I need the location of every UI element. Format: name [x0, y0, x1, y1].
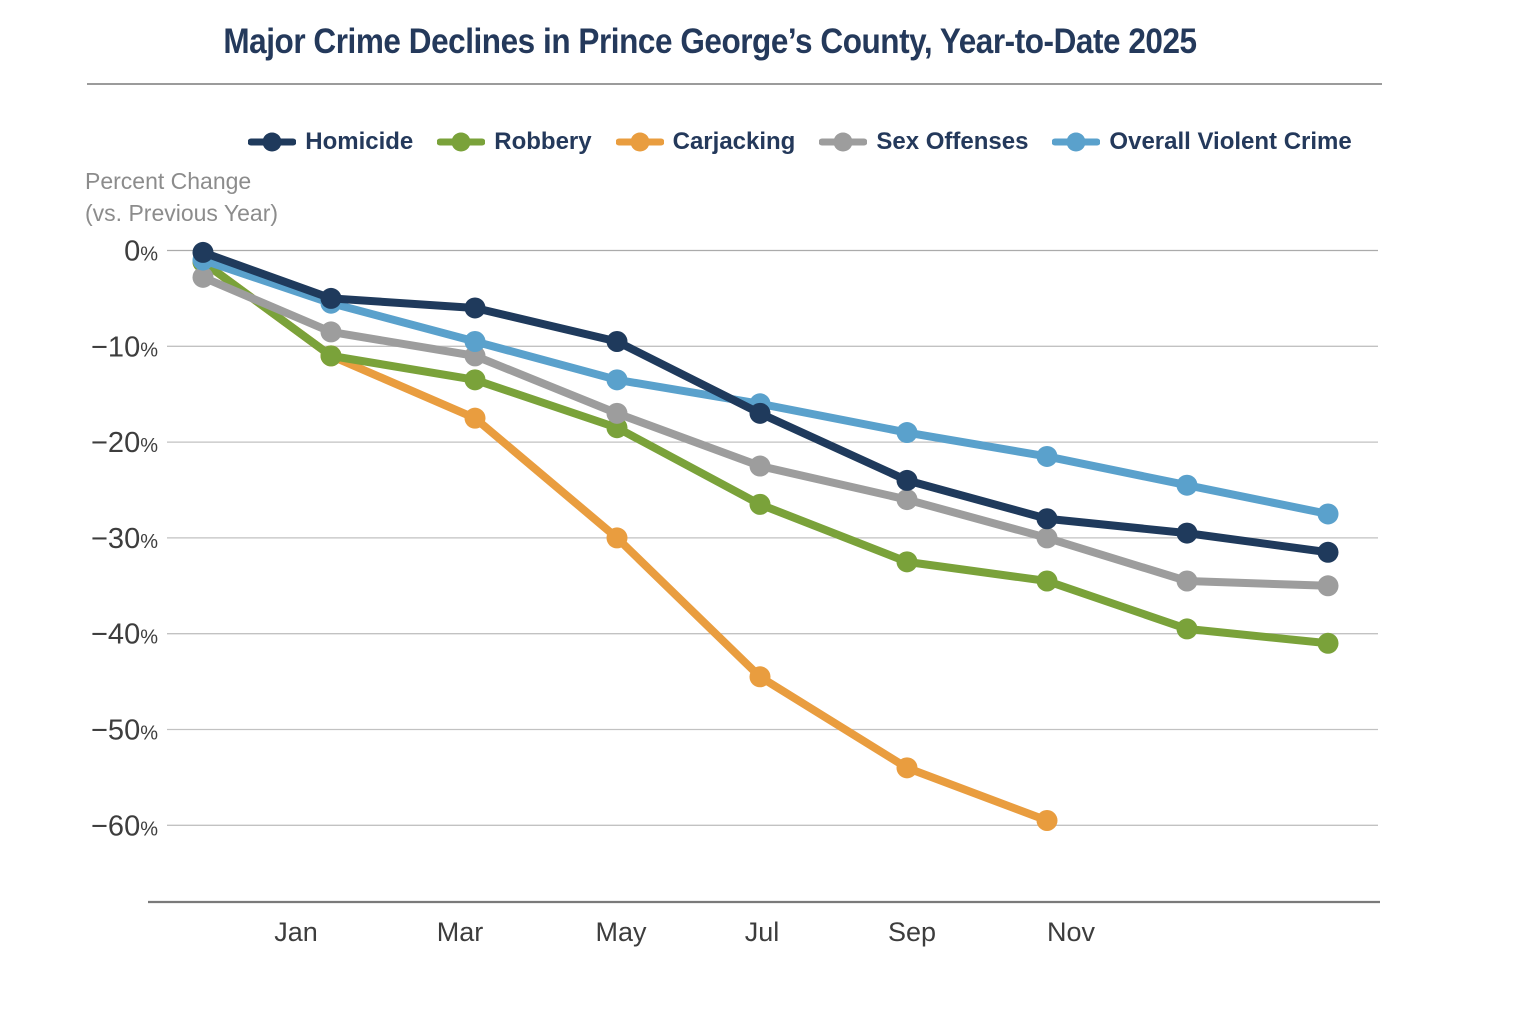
legend-label-sex-offenses: Sex Offenses	[876, 128, 1029, 155]
data-point-homicide	[749, 402, 771, 424]
data-point-sex-offenses	[464, 345, 486, 367]
data-point-sex-offenses	[896, 489, 918, 511]
data-point-carjacking	[606, 527, 628, 549]
data-point-carjacking	[464, 407, 486, 429]
legend: Homicide Robbery Carjacking Sex Offenses Ove…	[64, 128, 1536, 156]
data-point-overall-violent-crime	[464, 331, 486, 353]
legend-item-overall-violent-crime: Overall Violent Crime	[1052, 128, 1352, 156]
x-tick-labels: Jan Mar May Jul Sep Nov	[274, 917, 1095, 947]
data-point-sex-offenses	[1317, 575, 1339, 597]
legend-label-overall-violent-crime: Overall Violent Crime	[1109, 128, 1352, 155]
chart-title: Major Crime Declines in Prince George’s …	[223, 22, 1197, 61]
data-point-sex-offenses	[1036, 527, 1058, 549]
series-sex-offenses	[192, 266, 1339, 597]
x-tick-label: Sep	[888, 917, 936, 947]
data-point-homicide	[1036, 508, 1058, 530]
title-divider	[87, 83, 1382, 85]
data-point-robbery	[1317, 632, 1339, 654]
x-tick-label: Jan	[274, 917, 318, 947]
data-point-homicide	[1176, 522, 1198, 544]
legend-marker-carjacking	[615, 132, 664, 152]
legend-item-sex-offenses: Sex Offenses	[819, 128, 1028, 156]
data-point-robbery	[606, 417, 628, 439]
data-point-sex-offenses	[606, 402, 628, 424]
y-axis-label: Percent Change (vs. Previous Year)	[85, 166, 278, 229]
y-tick-label: −50%	[91, 715, 158, 747]
data-point-sex-offenses	[320, 321, 342, 343]
data-point-overall-violent-crime	[896, 422, 918, 444]
y-tick-label: −20%	[91, 427, 158, 459]
data-point-overall-violent-crime	[606, 369, 628, 391]
legend-label-robbery: Robbery	[494, 128, 592, 155]
data-point-homicide	[606, 331, 628, 353]
y-tick-label: −40%	[91, 619, 158, 651]
legend-marker-homicide	[248, 132, 297, 152]
data-point-homicide	[896, 469, 918, 491]
legend-item-robbery: Robbery	[437, 128, 592, 156]
data-point-robbery	[749, 493, 771, 515]
series-line-robbery	[199, 257, 1332, 648]
y-axis-label-line2: (vs. Previous Year)	[85, 199, 279, 226]
data-point-carjacking	[896, 757, 918, 779]
data-point-robbery	[1176, 618, 1198, 640]
x-tick-label: May	[595, 917, 647, 947]
y-tick-label: −10%	[91, 331, 158, 363]
data-point-sex-offenses	[749, 455, 771, 477]
legend-item-carjacking: Carjacking	[615, 128, 796, 156]
data-point-sex-offenses	[192, 266, 214, 288]
legend-item-homicide: Homicide	[248, 128, 413, 156]
data-point-homicide	[192, 241, 214, 263]
series-overall-violent-crime	[192, 249, 1339, 525]
legend-marker-overall-violent-crime	[1052, 132, 1101, 152]
y-tick-label: 0%	[124, 236, 158, 268]
gridlines	[167, 249, 1378, 826]
data-point-homicide	[320, 287, 342, 309]
data-point-robbery	[464, 369, 486, 391]
y-tick-labels: 0% −10% −20% −30% −40% −50% −60%	[91, 236, 158, 843]
legend-marker-sex-offenses	[819, 132, 868, 152]
series-homicide	[192, 241, 1339, 563]
x-tick-label: Nov	[1047, 917, 1096, 947]
data-point-robbery	[1036, 570, 1058, 592]
data-point-overall-violent-crime	[1036, 445, 1058, 467]
data-point-overall-violent-crime	[1176, 474, 1198, 496]
data-point-carjacking	[749, 666, 771, 688]
legend-label-homicide: Homicide	[305, 128, 414, 155]
y-axis-label-line1: Percent Change	[85, 168, 252, 194]
legend-label-carjacking: Carjacking	[672, 128, 796, 155]
data-point-carjacking	[1036, 810, 1058, 832]
y-tick-label: −60%	[91, 810, 158, 842]
series-line-sex-offenses	[199, 273, 1332, 590]
x-tick-label: Jul	[745, 917, 780, 947]
data-point-overall-violent-crime	[1317, 503, 1339, 525]
data-point-robbery	[896, 551, 918, 573]
legend-marker-robbery	[437, 132, 486, 152]
data-point-homicide	[464, 297, 486, 319]
data-point-robbery	[320, 345, 342, 367]
x-tick-label: Mar	[437, 917, 484, 947]
data-point-sex-offenses	[1176, 570, 1198, 592]
data-point-homicide	[1317, 541, 1339, 563]
y-tick-label: −30%	[91, 523, 158, 555]
